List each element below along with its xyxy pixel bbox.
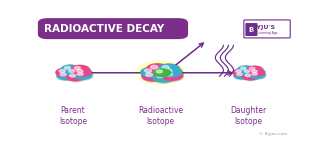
Circle shape: [241, 68, 258, 77]
Text: The Learning App: The Learning App: [251, 31, 277, 35]
Circle shape: [162, 71, 184, 81]
Circle shape: [74, 71, 93, 80]
Circle shape: [68, 70, 75, 73]
Circle shape: [241, 67, 246, 70]
Circle shape: [69, 74, 76, 77]
Circle shape: [145, 65, 176, 80]
Circle shape: [157, 74, 164, 78]
Circle shape: [73, 71, 92, 80]
Circle shape: [57, 71, 76, 80]
Circle shape: [64, 66, 70, 69]
Circle shape: [66, 72, 85, 81]
Circle shape: [146, 73, 153, 76]
Circle shape: [246, 66, 263, 74]
Text: © Byjus.com: © Byjus.com: [259, 132, 287, 136]
Circle shape: [146, 63, 168, 74]
Circle shape: [55, 68, 74, 77]
Circle shape: [77, 73, 83, 76]
Circle shape: [60, 73, 66, 76]
Circle shape: [153, 73, 175, 83]
Circle shape: [61, 65, 80, 74]
Circle shape: [73, 68, 92, 77]
FancyBboxPatch shape: [38, 18, 188, 39]
Circle shape: [248, 68, 265, 76]
Circle shape: [233, 68, 249, 76]
Circle shape: [233, 71, 250, 80]
Text: RADIOACTIVE DECAY: RADIOACTIVE DECAY: [44, 24, 164, 34]
Circle shape: [73, 68, 92, 77]
Circle shape: [233, 68, 250, 77]
Circle shape: [242, 73, 259, 81]
Text: Parent
Isotope: Parent Isotope: [59, 106, 87, 126]
Circle shape: [236, 70, 241, 73]
Circle shape: [56, 68, 75, 77]
Circle shape: [158, 64, 180, 74]
Circle shape: [252, 73, 257, 75]
Circle shape: [237, 65, 254, 74]
Circle shape: [152, 72, 174, 83]
Circle shape: [165, 73, 172, 76]
Text: Daughter
Isotope: Daughter Isotope: [230, 106, 266, 126]
Text: Radioactive
Isotope: Radioactive Isotope: [138, 106, 183, 126]
Circle shape: [140, 67, 162, 78]
Circle shape: [141, 71, 163, 81]
Text: BYJU'S: BYJU'S: [253, 25, 276, 30]
Circle shape: [245, 74, 251, 77]
Circle shape: [70, 65, 89, 74]
Circle shape: [165, 69, 172, 72]
Circle shape: [77, 70, 83, 73]
Circle shape: [65, 68, 84, 77]
Circle shape: [141, 67, 163, 78]
Circle shape: [156, 70, 162, 73]
Circle shape: [237, 66, 255, 74]
Circle shape: [66, 73, 85, 82]
Circle shape: [151, 67, 173, 78]
Circle shape: [161, 67, 182, 78]
Circle shape: [252, 70, 257, 73]
Circle shape: [249, 71, 266, 79]
Circle shape: [151, 65, 158, 69]
Circle shape: [162, 66, 169, 69]
Circle shape: [141, 63, 180, 82]
Circle shape: [161, 67, 183, 78]
Circle shape: [152, 67, 174, 78]
Circle shape: [249, 67, 255, 70]
Circle shape: [153, 68, 172, 77]
Circle shape: [158, 63, 180, 74]
Circle shape: [234, 72, 251, 80]
Circle shape: [136, 61, 185, 84]
Circle shape: [74, 67, 80, 70]
FancyBboxPatch shape: [244, 20, 290, 38]
Circle shape: [65, 68, 84, 77]
Circle shape: [145, 69, 151, 72]
Circle shape: [59, 70, 65, 73]
Circle shape: [156, 69, 162, 72]
Circle shape: [246, 66, 264, 74]
Circle shape: [147, 63, 169, 74]
Circle shape: [242, 72, 259, 80]
Circle shape: [249, 71, 266, 79]
FancyBboxPatch shape: [245, 23, 257, 36]
Circle shape: [56, 71, 75, 80]
Circle shape: [249, 68, 266, 77]
Circle shape: [244, 70, 250, 73]
Circle shape: [237, 73, 242, 76]
Circle shape: [161, 70, 183, 81]
Circle shape: [241, 68, 258, 76]
Text: B: B: [249, 27, 254, 33]
Circle shape: [142, 71, 164, 82]
Circle shape: [60, 65, 79, 74]
Circle shape: [71, 65, 90, 74]
